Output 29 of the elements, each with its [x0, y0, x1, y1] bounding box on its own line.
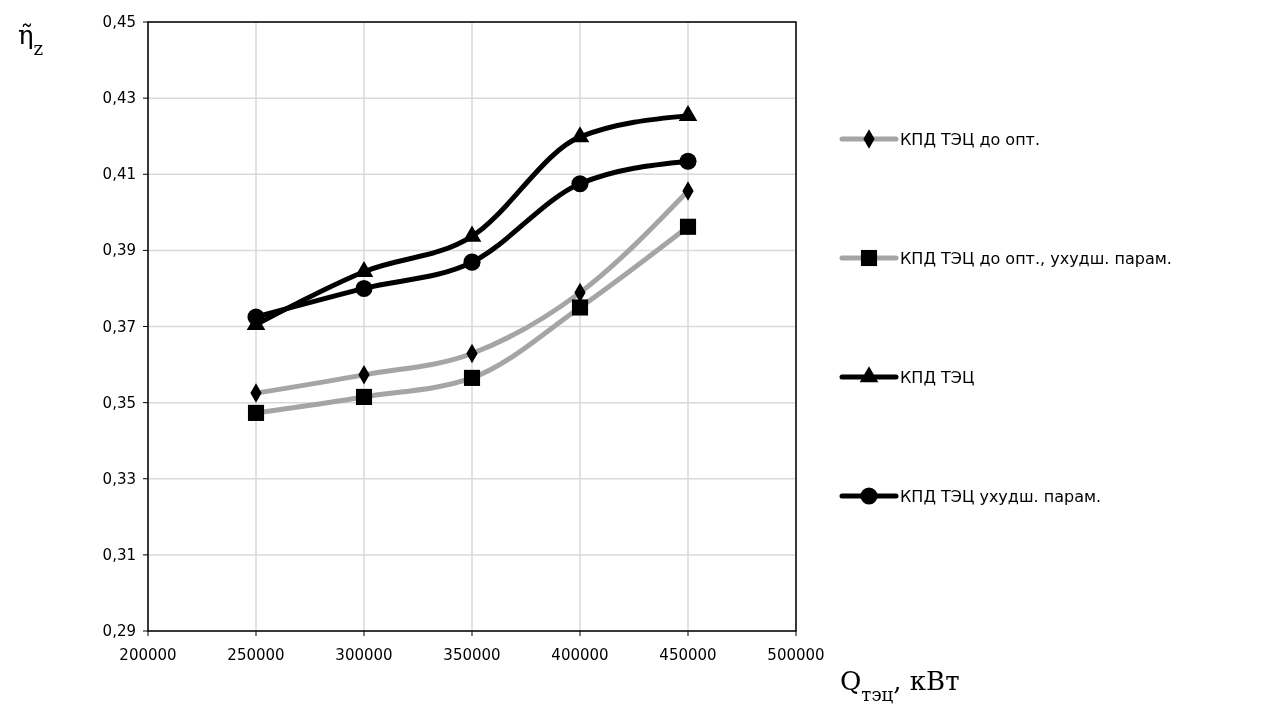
- point: [570, 126, 590, 143]
- legend-label: КПД ТЭЦ до опт.: [900, 130, 1041, 149]
- y-tick-label: 0,41: [102, 165, 136, 184]
- legend-label: КПД ТЭЦ до опт., ухудш. парам.: [900, 249, 1172, 268]
- point: [355, 279, 373, 297]
- y-tick-label: 0,35: [102, 393, 136, 412]
- point: [678, 104, 698, 122]
- y-tick-label: 0,31: [102, 545, 136, 564]
- point: [679, 152, 697, 170]
- x-tick-label: 200000: [119, 646, 177, 664]
- y-tick-label: 0,45: [102, 13, 136, 31]
- y-axis-title: η̃$_{z}$: [18, 20, 44, 59]
- x-tick-label: 400000: [551, 646, 609, 664]
- y-tick-label: 0,29: [102, 622, 136, 640]
- x-tick-label: 350000: [443, 646, 501, 664]
- point: [247, 308, 265, 326]
- x-tick-label: 500000: [767, 646, 825, 664]
- y-tick-label: 0,33: [102, 469, 136, 488]
- x-tick-label: 250000: [227, 646, 285, 664]
- x-axis-title: Q$_{тэц}$, кВт: [840, 666, 960, 705]
- y-tick-label: 0,39: [102, 241, 136, 260]
- legend-label: КПД ТЭЦ: [900, 368, 975, 387]
- y-tick-label: 0,43: [102, 89, 136, 108]
- x-tick-label: 450000: [659, 646, 717, 664]
- point: [571, 175, 589, 193]
- legend-label: КПД ТЭЦ ухудш. парам.: [900, 487, 1102, 506]
- y-tick-label: 0,37: [102, 317, 136, 336]
- point: [463, 253, 481, 271]
- x-tick-label: 300000: [335, 646, 393, 664]
